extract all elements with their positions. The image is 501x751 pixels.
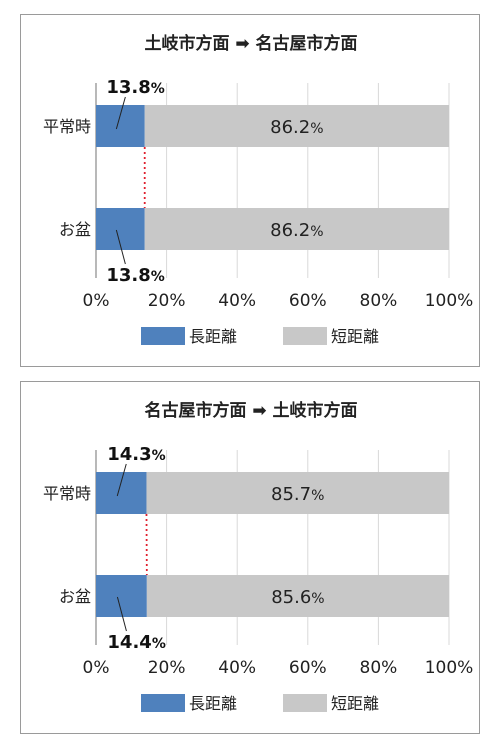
data-label-short: 85.7% <box>271 484 324 505</box>
data-label-value: 85.6 <box>271 587 311 608</box>
x-tick-label: 80% <box>360 658 398 678</box>
x-tick-label: 40% <box>218 658 256 678</box>
data-label-value: 13.8 <box>106 265 150 286</box>
legend-swatch-long <box>141 327 185 345</box>
x-tick-label: 80% <box>360 291 398 311</box>
x-tick-label: 40% <box>218 291 256 311</box>
data-label-short: 85.6% <box>271 587 324 608</box>
data-label-long: 14.4% <box>107 632 165 653</box>
bar-long-distance <box>96 575 147 617</box>
bar-long-distance <box>96 472 147 514</box>
data-label-percent: % <box>311 591 324 607</box>
chart-panel-bottom: 名古屋市方面 ➡ 土岐市方面 0% 20% 40% 60% 80% 100% 平常時 85.7%… <box>20 381 480 734</box>
data-label-percent: % <box>311 488 324 504</box>
legend-swatch-short <box>283 327 327 345</box>
x-tick-label: 20% <box>148 658 186 678</box>
data-label-long: 14.3% <box>107 444 165 465</box>
data-label-long: 13.8% <box>106 265 164 286</box>
data-label-value: 86.2 <box>270 117 310 138</box>
category-label: 平常時 <box>43 484 91 503</box>
x-tick-label: 100% <box>425 291 474 311</box>
x-tick-label: 60% <box>289 291 327 311</box>
x-tick-label: 100% <box>425 658 474 678</box>
legend-label-short: 短距離 <box>331 694 379 713</box>
data-label-value: 13.8 <box>106 77 150 98</box>
bar-short-distance <box>144 208 449 250</box>
x-tick-label: 0% <box>83 658 110 678</box>
data-label-percent: % <box>151 269 165 285</box>
chart-svg-top: 土岐市方面 ➡ 名古屋市方面 0% 20% 40% 60% 80% 100% 平常時 86.2%… <box>43 33 474 346</box>
x-tick-label: 20% <box>148 291 186 311</box>
bar-long-distance <box>96 208 145 250</box>
category-label: お盆 <box>59 587 91 606</box>
legend-swatch-long <box>141 694 185 712</box>
data-label-long: 13.8% <box>106 77 164 98</box>
data-label-percent: % <box>152 636 166 652</box>
bar-short-distance <box>146 472 449 514</box>
legend-label-long: 長距離 <box>189 327 237 346</box>
chart-title: 土岐市方面 ➡ 名古屋市方面 <box>144 33 357 54</box>
legend-label-short: 短距離 <box>331 327 379 346</box>
data-label-value: 14.3 <box>107 444 151 465</box>
data-label-value: 86.2 <box>270 220 310 241</box>
leader-line <box>116 463 127 497</box>
legend-swatch-short <box>283 694 327 712</box>
data-label-percent: % <box>152 448 166 464</box>
chart-panel-top: 土岐市方面 ➡ 名古屋市方面 0% 20% 40% 60% 80% 100% 平常時 86.2%… <box>20 14 480 367</box>
x-tick-label: 0% <box>83 291 110 311</box>
category-label: お盆 <box>59 220 91 239</box>
data-label-value: 14.4 <box>107 632 151 653</box>
data-label-percent: % <box>310 121 323 137</box>
chart-svg-bottom: 名古屋市方面 ➡ 土岐市方面 0% 20% 40% 60% 80% 100% 平常時 85.7%… <box>43 400 474 713</box>
data-label-percent: % <box>151 81 165 97</box>
bar-short-distance <box>144 105 449 147</box>
data-label-value: 85.7 <box>271 484 311 505</box>
leader-line <box>115 96 126 130</box>
chart-title: 名古屋市方面 ➡ 土岐市方面 <box>144 400 357 421</box>
x-tick-label: 60% <box>289 658 327 678</box>
data-label-percent: % <box>310 224 323 240</box>
legend-label-long: 長距離 <box>189 694 237 713</box>
bar-long-distance <box>96 105 145 147</box>
bar-short-distance <box>146 575 449 617</box>
category-label: 平常時 <box>43 117 91 136</box>
leader-line <box>115 229 126 265</box>
data-label-short: 86.2% <box>270 117 323 138</box>
data-label-short: 86.2% <box>270 220 323 241</box>
leader-line <box>116 596 127 632</box>
